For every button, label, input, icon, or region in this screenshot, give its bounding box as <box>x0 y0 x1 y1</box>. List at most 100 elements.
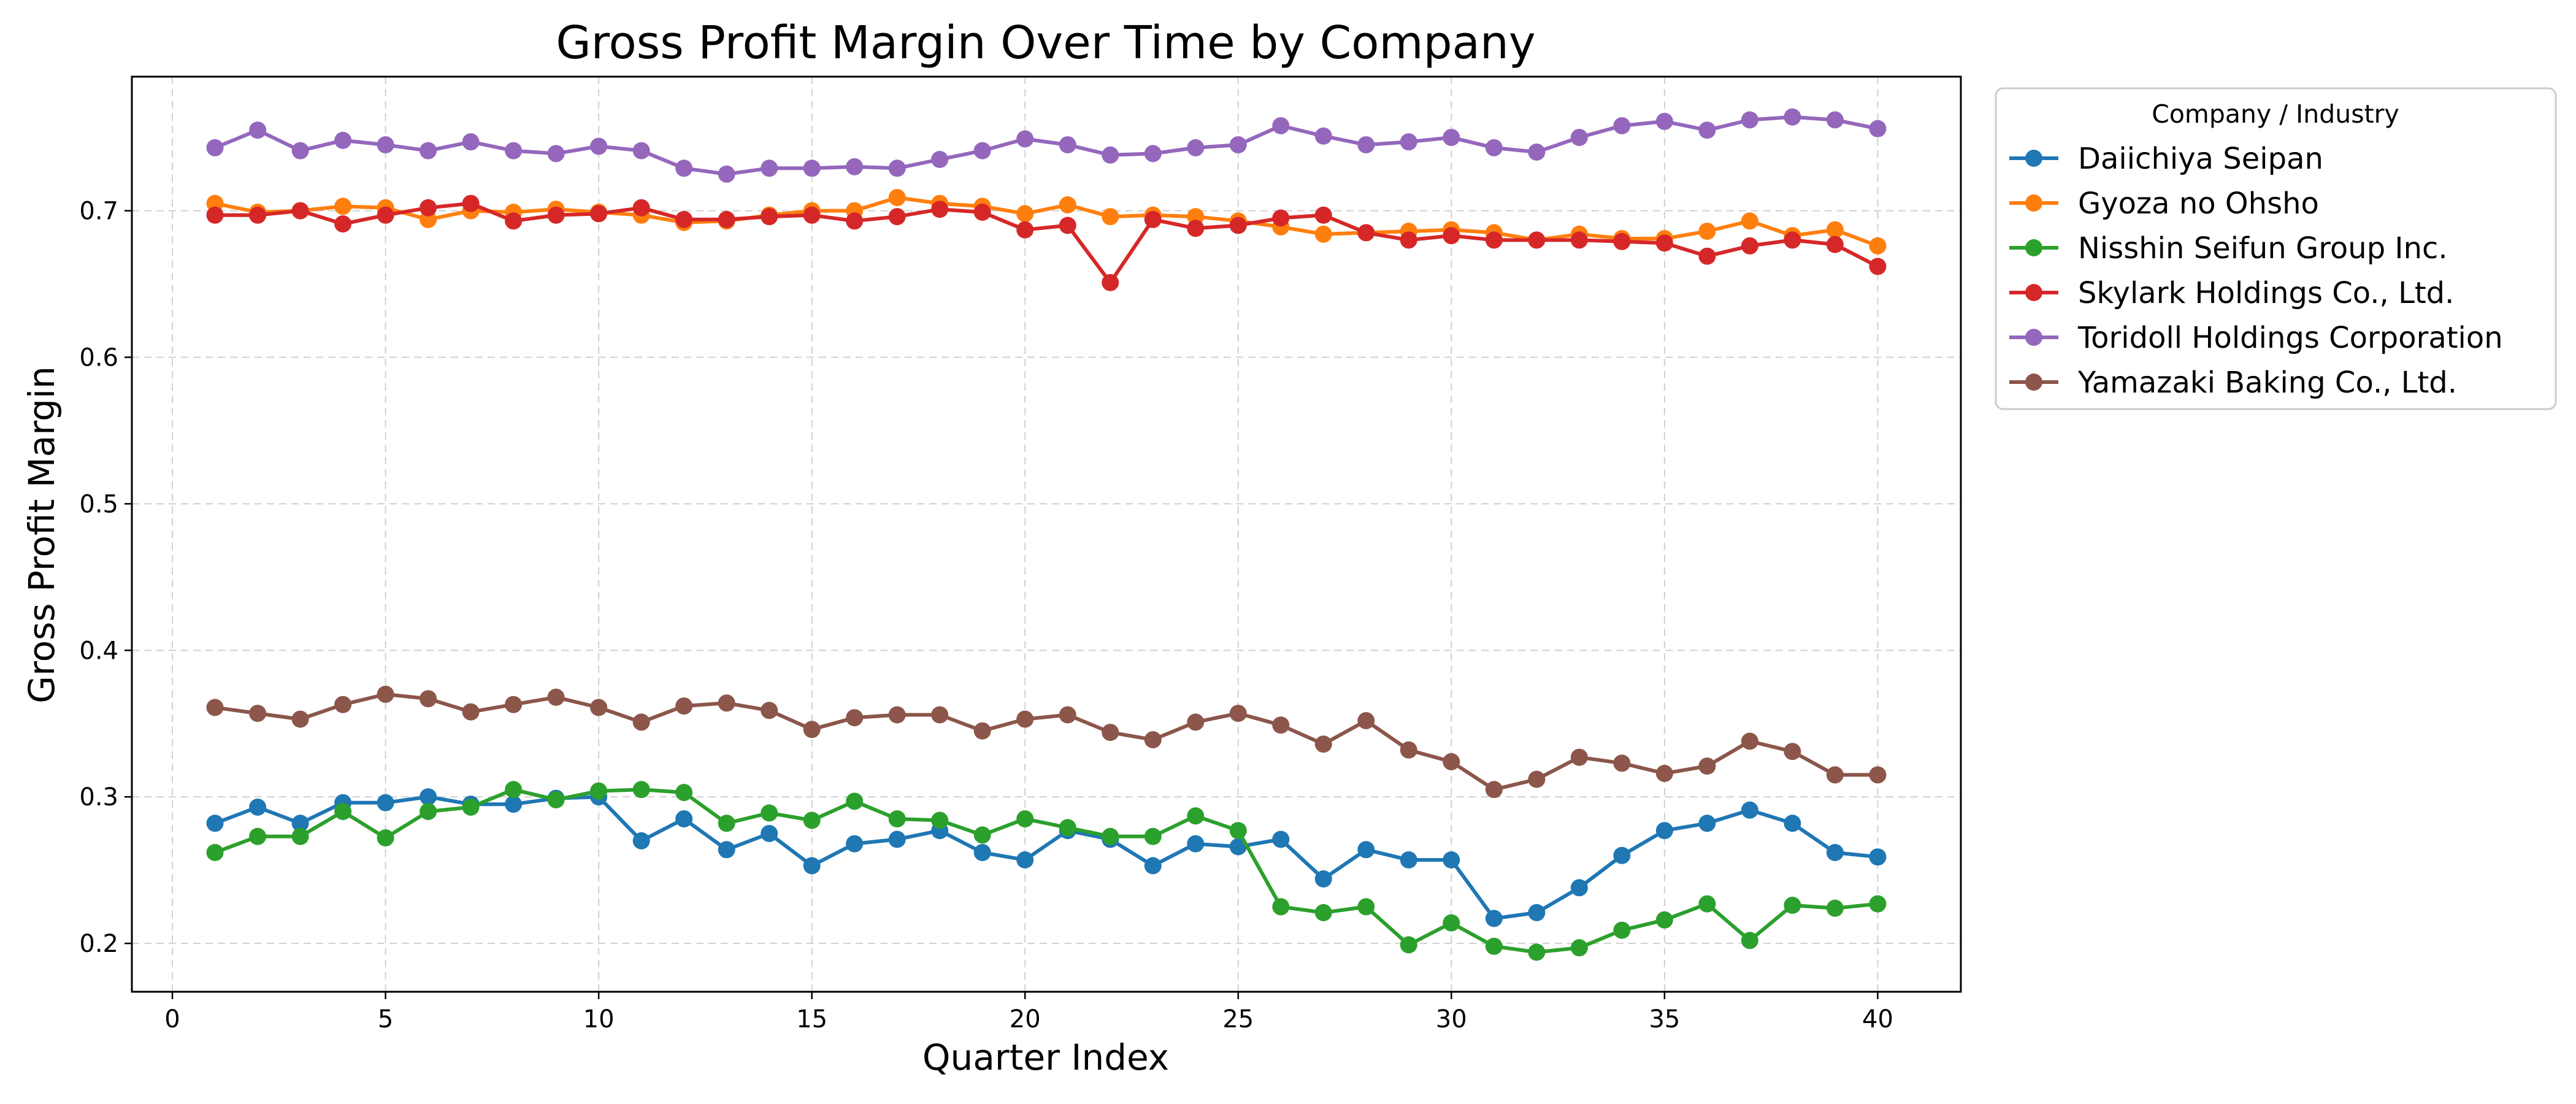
legend-swatch-marker <box>2025 194 2042 212</box>
data-point <box>1570 129 1588 147</box>
y-tick-label: 0.3 <box>79 783 118 811</box>
y-axis: 0.2 0.3 0.4 0.5 0.6 0.7 <box>79 197 132 958</box>
series-5 <box>206 686 1887 799</box>
data-point <box>547 791 565 808</box>
data-point <box>334 197 352 215</box>
data-point <box>1570 748 1588 766</box>
data-point <box>1443 227 1460 245</box>
data-point <box>420 142 437 159</box>
data-point <box>1784 108 1801 126</box>
data-point <box>1528 943 1546 961</box>
data-point <box>888 208 906 226</box>
data-point <box>1144 145 1162 163</box>
data-point <box>973 722 991 740</box>
data-point <box>590 137 608 155</box>
x-tick-label: 30 <box>1436 1005 1467 1033</box>
data-point <box>1655 234 1673 252</box>
data-point <box>334 215 352 233</box>
data-point <box>1485 937 1503 955</box>
data-point <box>1698 247 1716 265</box>
data-point <box>590 782 608 800</box>
data-point <box>1570 879 1588 897</box>
data-point <box>1229 822 1247 840</box>
data-point <box>206 206 224 224</box>
data-point <box>206 844 224 861</box>
data-point <box>1613 921 1631 939</box>
data-point <box>1741 212 1758 230</box>
data-point <box>846 835 864 853</box>
legend-label: Yamazaki Baking Co., Ltd. <box>2077 366 2457 400</box>
data-point <box>1102 208 1119 226</box>
data-point <box>377 794 394 811</box>
legend-box <box>1995 87 2557 410</box>
data-point <box>718 815 735 832</box>
series-lines <box>206 108 1887 961</box>
data-point <box>846 158 864 175</box>
legend-label: Daiichiya Seipan <box>2078 142 2323 176</box>
data-point <box>675 159 693 177</box>
data-point <box>973 826 991 844</box>
series-2 <box>206 781 1887 961</box>
data-point <box>1357 898 1375 916</box>
data-point <box>1059 217 1076 234</box>
data-point <box>1528 770 1546 788</box>
data-point <box>1187 713 1205 731</box>
data-point <box>377 686 394 703</box>
series-4 <box>206 108 1887 183</box>
chart-title: Gross Profit Margin Over Time by Company <box>556 17 1535 69</box>
data-point <box>1443 914 1460 932</box>
data-point <box>1741 932 1758 949</box>
series-line <box>214 795 1878 921</box>
data-point <box>1869 237 1887 255</box>
data-point <box>1613 754 1631 772</box>
data-point <box>1314 870 1332 887</box>
data-point <box>1570 231 1588 249</box>
legend-swatch-marker <box>2025 239 2042 256</box>
data-point <box>1102 827 1119 845</box>
data-point <box>1314 904 1332 921</box>
data-point <box>1144 731 1162 749</box>
data-point <box>1229 217 1247 234</box>
data-point <box>377 829 394 847</box>
data-point <box>1443 129 1460 147</box>
data-point <box>1144 827 1162 845</box>
data-point <box>632 713 650 731</box>
data-point <box>1528 231 1546 249</box>
series-line <box>215 201 1879 285</box>
data-point <box>1314 225 1332 243</box>
data-point <box>675 784 693 802</box>
data-point <box>1357 224 1375 242</box>
data-point <box>1784 815 1801 832</box>
legend-swatch-marker <box>2025 150 2042 167</box>
data-point <box>761 208 778 226</box>
data-point <box>1613 846 1631 864</box>
data-point <box>1741 237 1758 255</box>
data-point <box>718 694 735 712</box>
legend-label: Toridoll Holdings Corporation <box>2077 321 2503 355</box>
data-point <box>249 206 267 224</box>
y-tick-label: 0.4 <box>79 637 118 665</box>
legend-item: Nisshin Seifun Group Inc. <box>2009 231 2448 266</box>
data-point <box>1869 895 1887 913</box>
data-point <box>1357 712 1375 729</box>
data-point <box>1272 209 1290 227</box>
data-point <box>1059 136 1076 154</box>
data-point <box>1741 732 1758 750</box>
x-tick-label: 25 <box>1222 1005 1254 1033</box>
data-point <box>1784 231 1801 249</box>
data-point <box>1187 807 1205 825</box>
data-point <box>1314 206 1332 224</box>
grid-lines <box>132 77 1961 992</box>
data-point <box>761 159 778 177</box>
data-point <box>1102 274 1119 291</box>
data-point <box>1314 127 1332 145</box>
data-point <box>888 830 906 848</box>
data-point <box>1016 221 1034 239</box>
x-tick-label: 35 <box>1649 1005 1680 1033</box>
data-point <box>377 206 394 224</box>
data-point <box>505 212 523 230</box>
data-point <box>931 151 949 168</box>
data-point <box>888 159 906 177</box>
